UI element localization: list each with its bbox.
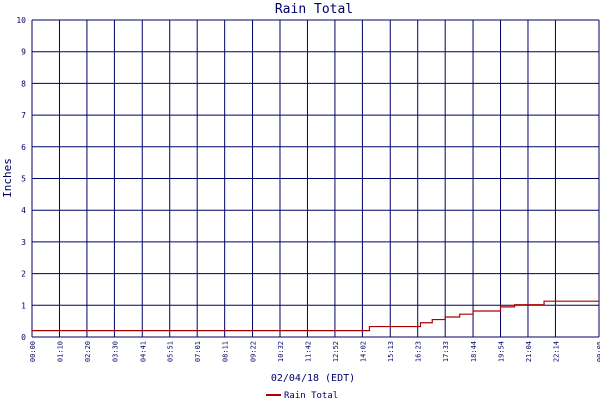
x-axis-label: 02/04/18 (EDT): [271, 373, 355, 384]
x-tick-label: 21:04: [525, 341, 533, 362]
x-tick-label: 17:33: [442, 341, 450, 362]
x-tick-label: 07:01: [194, 341, 202, 362]
y-tick-label: 10: [16, 16, 26, 25]
x-tick-label: 11:42: [304, 341, 312, 362]
grid-lines: [31, 19, 600, 338]
y-tick-label: 6: [21, 143, 26, 152]
x-tick-label: 15:13: [387, 341, 395, 362]
x-tick-label: 14:02: [359, 341, 367, 362]
x-tick-label: 00:05: [596, 341, 600, 362]
y-tick-label: 4: [21, 206, 26, 215]
series-rain-total-line: [32, 300, 599, 332]
x-tick-label: 18:44: [470, 341, 478, 362]
chart-title: Rain Total: [275, 2, 353, 17]
y-tick-label: 8: [21, 79, 26, 88]
x-tick-label: 00:00: [29, 341, 37, 362]
x-tick-label: 08:11: [222, 341, 230, 362]
y-tick-label: 7: [21, 111, 26, 120]
x-tick-label: 01:10: [56, 341, 64, 362]
y-tick-label: 3: [21, 238, 26, 247]
y-tick-label: 0: [21, 333, 26, 342]
series-lines: [32, 300, 599, 332]
x-tick-label: 03:30: [111, 341, 119, 362]
y-tick-label: 5: [21, 175, 26, 184]
y-tick-label: 9: [21, 48, 26, 57]
x-tick-label: 22:14: [552, 341, 560, 362]
x-tick-labels: 00:00 01:10 02:20 03:30 04:41 05:51 07:01 08:11…: [29, 341, 600, 362]
y-tick-label: 1: [21, 301, 26, 310]
x-tick-label: 05:51: [167, 341, 175, 362]
x-tick-label: 12:52: [332, 341, 340, 362]
x-tick-label: 02:20: [84, 341, 92, 362]
x-tick-label: 04:41: [139, 341, 147, 362]
x-tick-label: 19:54: [498, 341, 506, 362]
y-tick-labels: 0 1 2 3 4 5 6 7 8 9 10: [16, 16, 26, 342]
legend: Rain Total: [266, 391, 338, 400]
legend-label: Rain Total: [284, 391, 338, 400]
y-tick-label: 2: [21, 270, 26, 279]
x-tick-label: 09:22: [250, 341, 258, 362]
y-axis-label: Inches: [1, 158, 14, 198]
x-tick-label: 10:32: [277, 341, 285, 362]
x-tick-label: 16:23: [415, 341, 423, 362]
